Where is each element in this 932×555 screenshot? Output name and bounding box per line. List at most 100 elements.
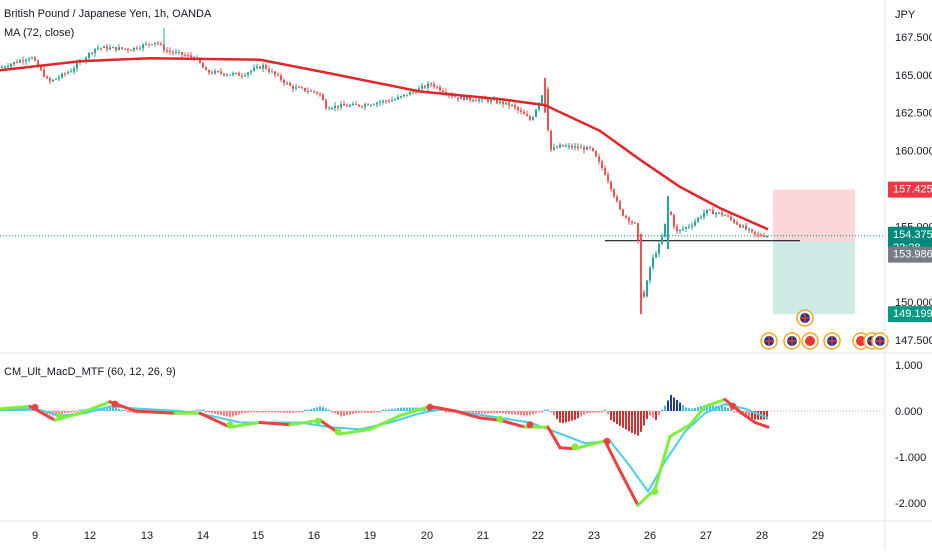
macd-bar [649, 411, 651, 416]
candle-body [691, 225, 693, 227]
candle-body [748, 229, 750, 231]
ma-legend[interactable]: MA (72, close) [4, 27, 75, 39]
entry-price-tag: 153.986 [888, 246, 932, 263]
candle-body [502, 101, 504, 105]
candle-body [382, 100, 384, 103]
macd-bar [478, 411, 480, 414]
candle-body [604, 168, 606, 175]
current-price-tag-text: 154.375 [893, 229, 932, 241]
candle-body [250, 70, 252, 73]
macd-bar [697, 406, 699, 411]
macd-bar [385, 409, 387, 411]
candle-body [124, 48, 126, 50]
macd-line-segment [258, 421, 292, 427]
candle-body [460, 96, 462, 100]
candle-body [130, 50, 132, 52]
macd-bar [196, 409, 198, 411]
macd-bar [448, 411, 450, 413]
candle-body [556, 147, 558, 149]
candle-body [256, 66, 258, 69]
candle-body [61, 73, 63, 78]
macd-bar [301, 411, 303, 413]
macd-bar [67, 411, 69, 413]
candle-body [499, 101, 501, 104]
x-tick-label: 19 [364, 530, 376, 542]
candle-body [724, 214, 726, 216]
candle-body [199, 57, 201, 63]
candle-body [565, 146, 567, 148]
macd-bar [670, 394, 672, 411]
macd-bar [754, 411, 756, 420]
macd-bar [280, 411, 282, 413]
candle-body [154, 42, 156, 45]
candle-body [457, 97, 459, 100]
macd-bar [694, 407, 696, 411]
candle-body [211, 72, 213, 74]
candle-body [487, 99, 489, 102]
candle-body [247, 72, 249, 75]
candle-body [352, 103, 354, 106]
macd-cross-dot [111, 400, 119, 408]
macd-bar [241, 411, 243, 414]
macd-line-segment [753, 421, 770, 429]
macd-cross-dot [426, 403, 434, 411]
macd-cross-dot [571, 443, 579, 451]
macd-bar [322, 407, 324, 411]
candle-body [679, 229, 681, 232]
macd-bar [520, 411, 522, 416]
macd-bar [544, 409, 546, 411]
macd-bar [433, 407, 435, 411]
x-tick-label: 21 [477, 530, 489, 542]
candle-body [517, 107, 519, 111]
candle-body [730, 216, 732, 220]
candle-body [391, 99, 393, 102]
ma-line [0, 56, 769, 231]
macd-bar [595, 411, 597, 413]
macd-bar [538, 411, 540, 413]
candle-body [541, 95, 543, 103]
candle-body [664, 223, 666, 237]
candle-body [346, 105, 348, 107]
macd-line-segment [740, 411, 757, 424]
macd-bar [274, 411, 276, 413]
candle-body [511, 104, 513, 106]
candle-body [478, 99, 480, 101]
candle-body [442, 90, 444, 93]
uk-flag-event-icon [801, 332, 819, 350]
y-tick-label: 150.000 [895, 297, 932, 309]
candle-body [58, 77, 60, 79]
candle-body [304, 87, 306, 91]
candle-body [427, 83, 429, 88]
macd-bar [466, 411, 468, 413]
macd-bar [574, 411, 576, 420]
macd-bar [688, 408, 690, 411]
candle-body [103, 46, 105, 48]
macd-legend[interactable]: CM_Ult_MacD_MTF (60, 12, 26, 9) [4, 366, 176, 378]
macd-bar [307, 409, 309, 411]
candle-body [235, 72, 237, 74]
macd-bar [643, 411, 645, 426]
candle-body [136, 47, 138, 49]
macd-bar [745, 411, 747, 418]
candle-body [151, 44, 153, 46]
macd-bar [727, 407, 729, 411]
macd-bar [445, 411, 447, 413]
macd-line-segment [668, 423, 692, 438]
candle-body [91, 53, 93, 55]
candle-body [289, 83, 291, 86]
macd-bar [61, 411, 63, 414]
macd-bar [370, 411, 372, 414]
macd-bar [586, 411, 588, 414]
macd-bar [634, 411, 636, 435]
macd-bar [553, 411, 555, 416]
macd-line-segment [78, 400, 112, 415]
macd-cross-dot [56, 413, 64, 421]
macd-bar [253, 411, 255, 413]
macd-bar [397, 407, 399, 411]
macd-bar [508, 411, 510, 414]
x-tick-label: 12 [84, 530, 96, 542]
candle-body [739, 224, 741, 228]
macd-bar [565, 411, 567, 423]
